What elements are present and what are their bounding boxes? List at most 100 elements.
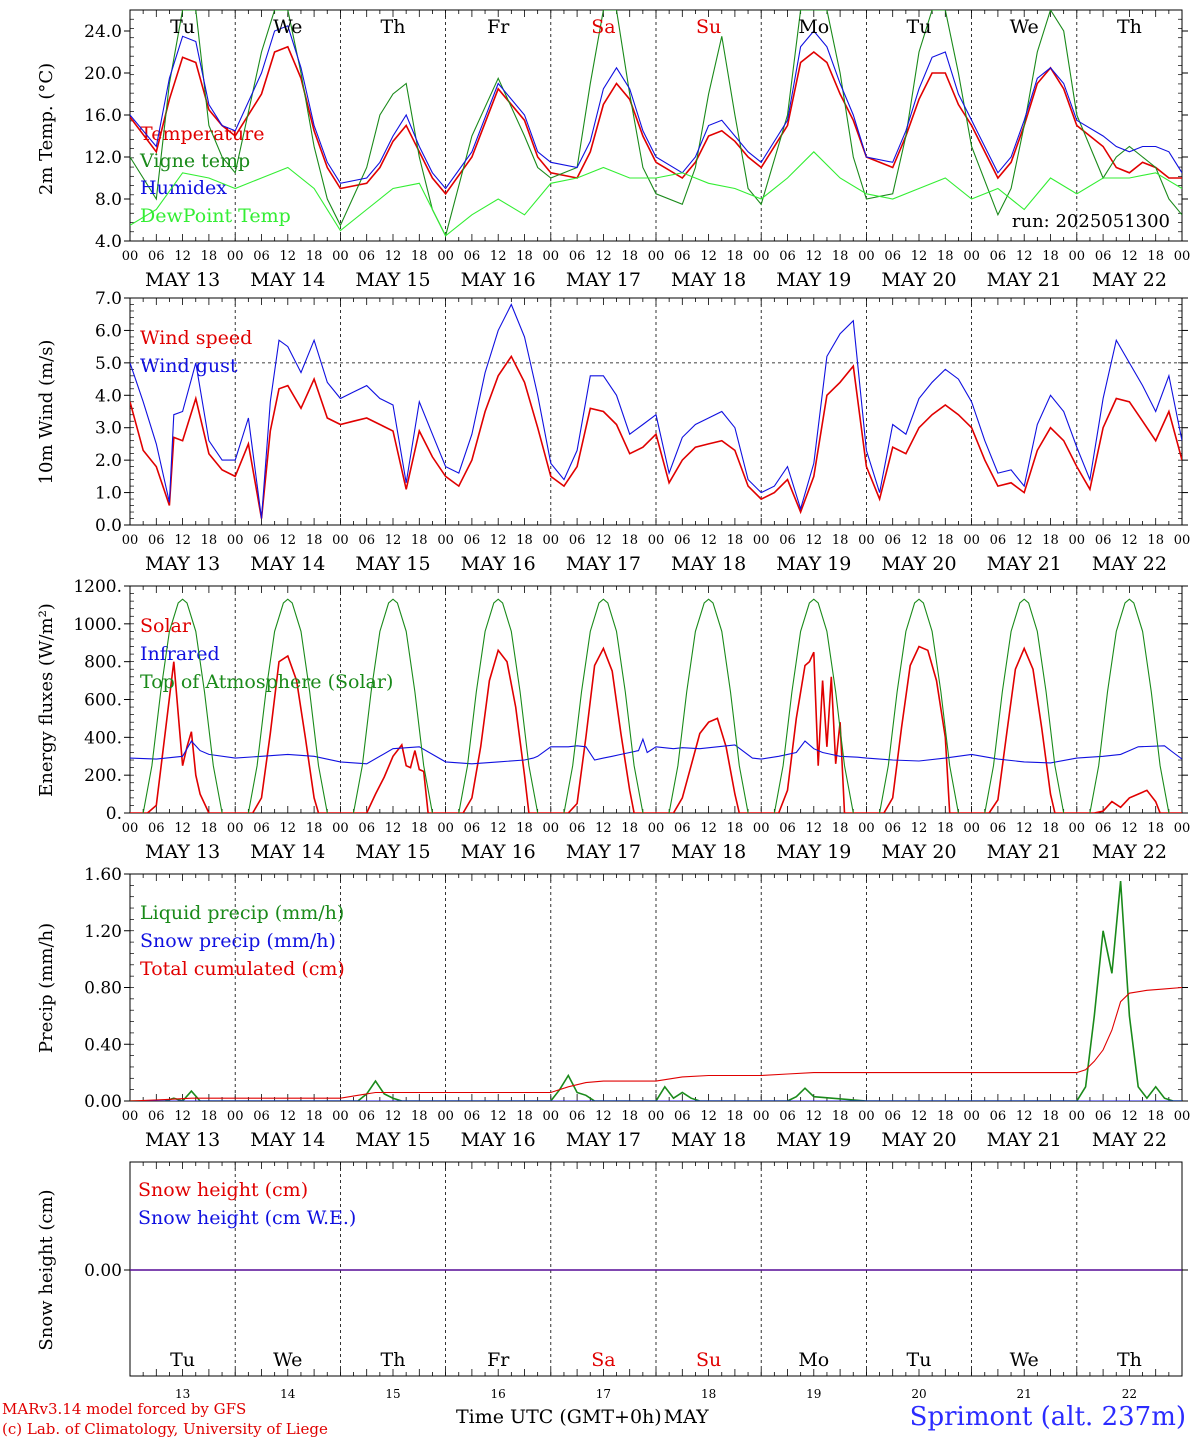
hour-label: 06: [779, 821, 796, 836]
hour-label: 06: [253, 249, 270, 264]
lab-credit: (c) Lab. of Climatology, University of L…: [2, 1420, 328, 1438]
day-label: MAY 18: [671, 841, 746, 863]
hour-label: 18: [621, 821, 638, 836]
day-label: MAY 16: [461, 1129, 536, 1151]
hour-label: 12: [595, 821, 612, 836]
day-label: MAY 20: [881, 841, 956, 863]
day-number: 22: [1122, 1387, 1137, 1401]
legend-entry: Temperature: [140, 123, 264, 145]
hour-label: 06: [884, 821, 901, 836]
hour-label: 00: [227, 249, 244, 264]
hour-label: 12: [1016, 249, 1033, 264]
y-tick-label: 1.20: [84, 922, 122, 942]
hour-label: 06: [464, 1109, 481, 1124]
legend-entry: Top of Atmosphere (Solar): [140, 671, 393, 693]
day-label: MAY 22: [1092, 1129, 1167, 1151]
hour-label: 06: [674, 249, 691, 264]
hour-label: 00: [1174, 821, 1191, 836]
hour-label: 06: [148, 249, 165, 264]
hour-label: 00: [858, 249, 875, 264]
weekday-label-top: Fr: [487, 16, 510, 38]
hour-label: 18: [1147, 533, 1164, 548]
hour-label: 00: [332, 1109, 349, 1124]
hour-label: 12: [280, 821, 297, 836]
hour-label: 06: [1095, 1109, 1112, 1124]
day-label: MAY 17: [566, 553, 641, 575]
hour-label: 12: [806, 1109, 823, 1124]
hour-label: 00: [227, 821, 244, 836]
day-label: MAY 19: [776, 269, 851, 291]
y-tick-label: 1.0: [95, 484, 122, 504]
hour-label: 18: [621, 533, 638, 548]
y-tick-label: 800.: [84, 653, 122, 673]
hour-label: 12: [1016, 1109, 1033, 1124]
hour-label: 12: [385, 1109, 402, 1124]
hour-label: 18: [727, 1109, 744, 1124]
hour-label: 00: [858, 1109, 875, 1124]
hour-label: 00: [1174, 1109, 1191, 1124]
day-label: MAY 15: [355, 269, 430, 291]
hour-label: 18: [832, 249, 849, 264]
hour-label: 06: [358, 533, 375, 548]
series-line-liquid-precip-mm-h-: [130, 881, 1182, 1101]
hour-label: 18: [1147, 821, 1164, 836]
series-line-top-of-atmosphere-solar-: [142, 598, 1170, 813]
legend-entry: Snow precip (mm/h): [140, 930, 336, 952]
day-label: MAY 15: [355, 553, 430, 575]
hour-label: 18: [306, 533, 323, 548]
hour-label: 18: [411, 533, 428, 548]
hour-label: 06: [358, 821, 375, 836]
hour-label: 12: [1121, 533, 1138, 548]
y-tick-label: 1.60: [84, 865, 122, 885]
legend-entry: Snow height (cm): [138, 1179, 308, 1201]
day-label: MAY 19: [776, 1129, 851, 1151]
day-label: MAY 22: [1092, 269, 1167, 291]
hour-label: 18: [937, 1109, 954, 1124]
day-label: MAY 22: [1092, 841, 1167, 863]
hour-label: 12: [280, 533, 297, 548]
x-axis-title: Time UTC (GMT+0h) MAY: [456, 1406, 709, 1428]
hour-label: 12: [700, 533, 717, 548]
hour-label: 12: [280, 1109, 297, 1124]
hour-label: 00: [1174, 533, 1191, 548]
hour-label: 00: [437, 249, 454, 264]
y-axis-label: Snow height (cm): [36, 1189, 57, 1350]
hour-label: 06: [569, 821, 586, 836]
hour-label: 06: [464, 821, 481, 836]
hour-label: 12: [174, 249, 191, 264]
hour-label: 18: [727, 533, 744, 548]
hour-label: 00: [1069, 533, 1086, 548]
hour-label: 00: [648, 1109, 665, 1124]
hour-label: 12: [385, 249, 402, 264]
day-label: MAY 21: [987, 553, 1062, 575]
hour-label: 00: [648, 821, 665, 836]
series-line-infrared: [130, 737, 1182, 765]
hour-label: 18: [937, 249, 954, 264]
model-credit: MARv3.14 model forced by GFS: [2, 1400, 247, 1418]
y-axis-label: Energy fluxes (W/m²): [36, 603, 57, 797]
day-label: MAY 14: [250, 269, 325, 291]
day-label: MAY 17: [566, 841, 641, 863]
hour-label: 00: [648, 533, 665, 548]
hour-label: 06: [148, 533, 165, 548]
day-label: MAY 18: [671, 1129, 746, 1151]
hour-label: 06: [148, 1109, 165, 1124]
legend-entry: Vigne temp: [139, 150, 250, 172]
hour-label: 06: [358, 249, 375, 264]
hour-label: 00: [963, 533, 980, 548]
hour-label: 06: [674, 821, 691, 836]
run-annotation: run: 2025051300: [1012, 211, 1170, 232]
station-name: Sprimont (alt. 237m): [909, 1402, 1186, 1432]
hour-label: 06: [884, 249, 901, 264]
day-label: MAY 20: [881, 269, 956, 291]
hour-label: 06: [569, 249, 586, 264]
hour-label: 00: [963, 1109, 980, 1124]
hour-label: 06: [1095, 249, 1112, 264]
hour-label: 18: [201, 533, 218, 548]
weekday-label-bottom: Tu: [170, 1349, 195, 1371]
weekday-label-bottom: Su: [696, 1349, 721, 1371]
y-tick-label: 1000.: [73, 615, 122, 635]
hour-label: 00: [1069, 249, 1086, 264]
hour-label: 12: [806, 533, 823, 548]
day-number: 17: [596, 1387, 611, 1401]
